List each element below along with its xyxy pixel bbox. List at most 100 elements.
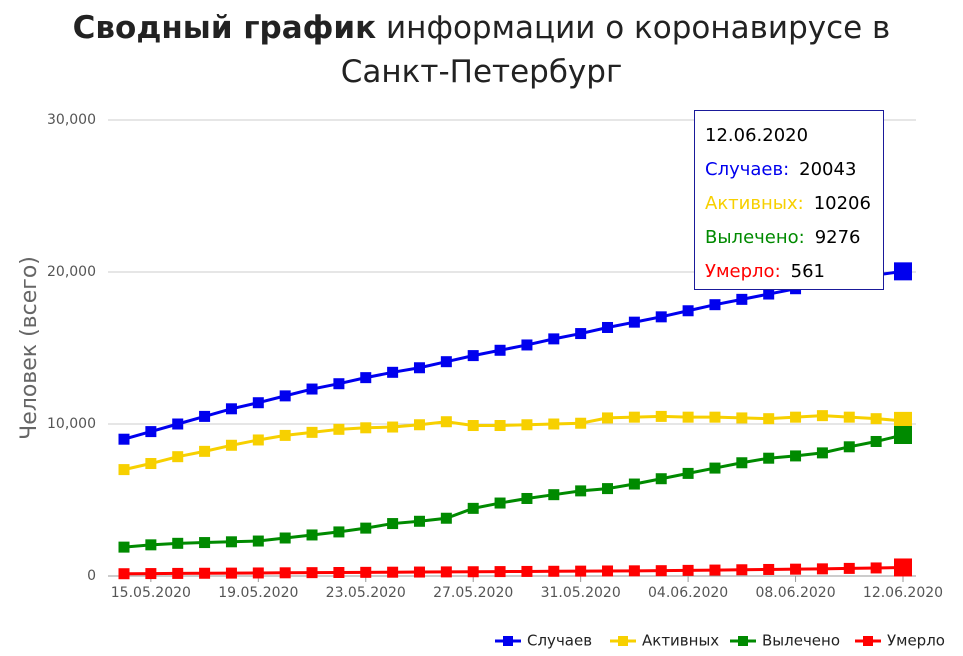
point xyxy=(521,339,533,351)
point xyxy=(709,299,721,311)
x-tick-label: 12.06.2020 xyxy=(863,585,943,601)
point xyxy=(843,411,855,423)
point xyxy=(763,452,775,464)
tooltip-row: Случаев: 20043 xyxy=(705,159,873,193)
point xyxy=(790,563,802,575)
point xyxy=(145,539,157,551)
point xyxy=(279,532,291,544)
point xyxy=(816,410,828,422)
point xyxy=(655,311,667,323)
tooltip-label: Случаев: xyxy=(705,159,790,180)
legend-label: Случаев xyxy=(527,632,592,650)
point xyxy=(279,429,291,441)
point xyxy=(548,333,560,345)
tooltip-date: 12.06.2020 xyxy=(705,125,809,146)
point xyxy=(413,362,425,374)
point xyxy=(252,567,264,579)
point xyxy=(172,418,184,430)
point xyxy=(306,529,318,541)
series-line xyxy=(123,433,904,549)
point xyxy=(494,566,506,578)
point xyxy=(709,462,721,474)
point xyxy=(333,378,345,390)
point xyxy=(894,411,912,430)
tooltip-row: Умерло: 561 xyxy=(705,261,873,295)
point xyxy=(252,535,264,547)
point xyxy=(199,445,211,457)
point xyxy=(494,344,506,356)
point xyxy=(682,305,694,317)
point xyxy=(548,489,560,501)
y-tick-label: 0 xyxy=(87,568,96,584)
legend-marker xyxy=(738,636,748,646)
point xyxy=(628,478,640,490)
legend-label: Активных xyxy=(642,632,719,650)
tooltip-value: 20043 xyxy=(799,159,857,180)
point xyxy=(440,566,452,578)
point xyxy=(360,422,372,434)
point xyxy=(763,563,775,575)
tooltip-row: Активных: 10206 xyxy=(705,193,873,227)
point xyxy=(172,451,184,463)
point xyxy=(360,522,372,534)
point xyxy=(736,457,748,469)
point xyxy=(575,565,587,577)
point xyxy=(387,366,399,378)
tooltip: 12.06.2020 Случаев: 20043 Активных: 10206 Вы… xyxy=(694,110,884,290)
point xyxy=(575,417,587,429)
point xyxy=(655,473,667,485)
point xyxy=(225,567,237,579)
point xyxy=(494,420,506,432)
point xyxy=(279,390,291,402)
point xyxy=(682,467,694,479)
point xyxy=(172,537,184,549)
point xyxy=(225,536,237,548)
point xyxy=(602,565,614,577)
point xyxy=(655,565,667,577)
point xyxy=(252,434,264,446)
point xyxy=(413,515,425,527)
point xyxy=(387,566,399,578)
tooltip-value: 561 xyxy=(790,261,825,282)
point xyxy=(521,419,533,431)
point xyxy=(199,537,211,549)
point xyxy=(682,411,694,423)
point xyxy=(360,372,372,384)
point xyxy=(870,435,882,447)
tooltip-label: Умерло: xyxy=(705,261,781,282)
legend-marker xyxy=(618,636,628,646)
point xyxy=(894,426,912,445)
point xyxy=(602,483,614,495)
x-tick-label: 04.06.2020 xyxy=(648,585,728,601)
point xyxy=(118,568,130,580)
point xyxy=(225,403,237,415)
point xyxy=(548,418,560,430)
point xyxy=(306,383,318,395)
point xyxy=(118,464,130,476)
legend-label: Умерло xyxy=(887,632,945,650)
point xyxy=(172,567,184,579)
legend-label: Вылечено xyxy=(762,632,840,650)
point xyxy=(575,328,587,340)
tooltip-value: 9276 xyxy=(814,227,861,248)
series-line xyxy=(123,565,904,576)
point xyxy=(467,420,479,432)
point xyxy=(736,293,748,305)
point xyxy=(145,458,157,470)
point xyxy=(790,411,802,423)
point xyxy=(521,565,533,577)
point xyxy=(333,423,345,435)
point xyxy=(763,413,775,425)
point xyxy=(628,316,640,328)
point xyxy=(548,565,560,577)
tooltip-row: Вылечено: 9276 xyxy=(705,227,873,261)
point xyxy=(333,526,345,538)
point xyxy=(682,564,694,576)
title-text: информации о коронавирусе в Санкт-Петерб… xyxy=(340,10,891,90)
title-bold: Сводный график xyxy=(72,10,377,46)
legend-marker xyxy=(863,636,873,646)
point xyxy=(360,566,372,578)
point xyxy=(118,541,130,553)
point xyxy=(843,441,855,453)
